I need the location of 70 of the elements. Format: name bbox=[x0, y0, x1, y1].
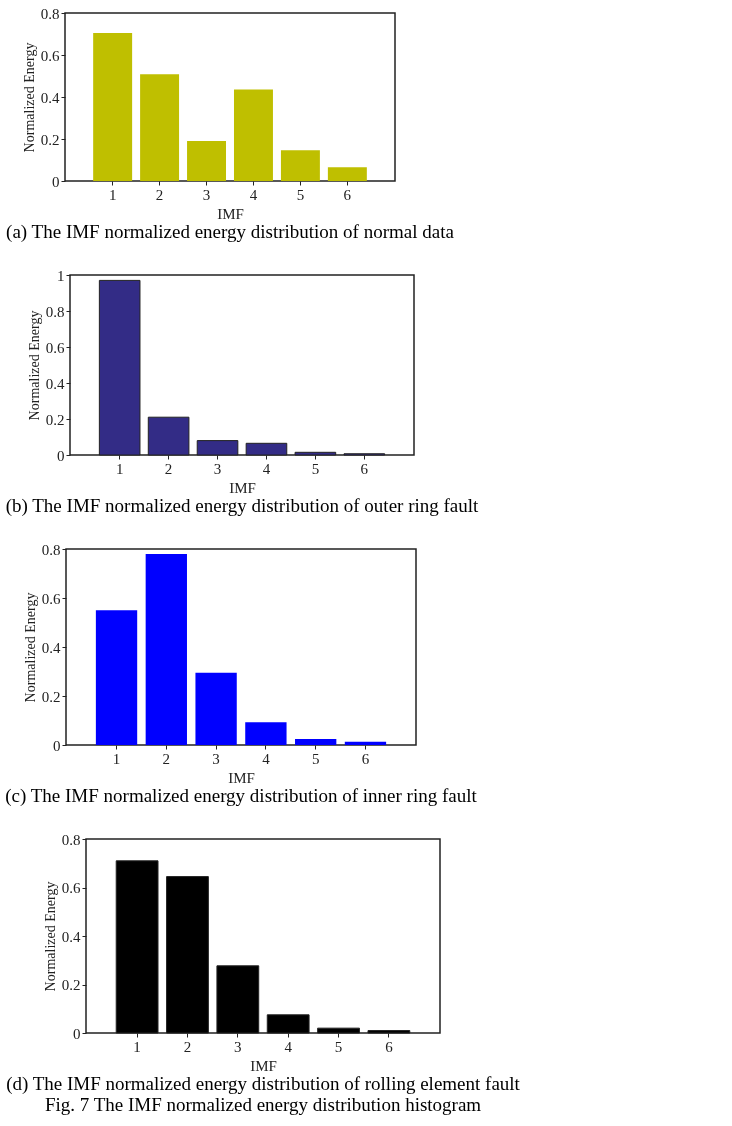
y-axis-title: Normalized Energy bbox=[22, 592, 38, 703]
bar bbox=[187, 141, 227, 181]
text: (b) The IMF normalized energy distribution of outer ring fault bbox=[5, 495, 480, 517]
x-tick-label: 4 bbox=[262, 460, 271, 477]
x-tick-label: 6 bbox=[360, 460, 369, 477]
y-tick-label: 0.8 bbox=[41, 541, 61, 558]
x-tick-label: 4 bbox=[284, 1038, 293, 1055]
x-tick-label: 2 bbox=[183, 1038, 192, 1055]
x-axis-title: IMF bbox=[228, 769, 255, 786]
y-tick-label: 0.6 bbox=[45, 339, 65, 356]
bar bbox=[295, 739, 337, 745]
x-tick-label: 6 bbox=[385, 1038, 394, 1055]
x-tick-label: 3 bbox=[212, 750, 220, 767]
y-tick-label: 0.8 bbox=[61, 831, 81, 848]
x-tick-label: 3 bbox=[234, 1038, 242, 1055]
y-tick-label: 0.4 bbox=[41, 639, 61, 656]
bar bbox=[140, 74, 180, 181]
x-tick-label: 1 bbox=[115, 460, 124, 477]
y-tick-label: 1 bbox=[57, 267, 65, 284]
x-tick-label: 5 bbox=[334, 1038, 343, 1055]
x-tick-label: 1 bbox=[112, 750, 121, 767]
x-tick-label: 2 bbox=[162, 750, 171, 767]
y-tick-label: 0.2 bbox=[41, 688, 61, 705]
y-tick-label: 0.2 bbox=[61, 977, 81, 993]
bar bbox=[145, 553, 187, 745]
y-tick-label: 0.8 bbox=[45, 303, 65, 320]
x-tick-label: 1 bbox=[133, 1038, 141, 1055]
x-tick-label: 6 bbox=[361, 750, 370, 767]
y-tick-label: 0.6 bbox=[61, 880, 81, 896]
x-tick-label: 5 bbox=[311, 460, 320, 477]
bar bbox=[344, 741, 387, 745]
y-tick-label: 0.2 bbox=[40, 131, 60, 148]
bar bbox=[327, 167, 367, 181]
x-axis-title: IMF bbox=[250, 1057, 277, 1074]
bar bbox=[95, 610, 138, 745]
x-tick-label: 3 bbox=[202, 186, 211, 203]
x-tick-label: 2 bbox=[155, 186, 164, 203]
bar bbox=[245, 722, 287, 745]
y-tick-label: 0 bbox=[73, 1025, 81, 1042]
y-tick-label: 0.4 bbox=[61, 928, 81, 945]
x-tick-label: 3 bbox=[213, 460, 222, 477]
bar bbox=[280, 150, 320, 181]
caption: Fig. 7 The IMF normalized energy distribution histogram bbox=[44, 1094, 482, 1115]
y-axis-title: Normalized Energy bbox=[26, 310, 42, 421]
bar bbox=[195, 672, 237, 745]
x-tick-label: 5 bbox=[311, 750, 320, 767]
x-axis-title: IMF bbox=[229, 479, 256, 496]
y-tick-label: 0 bbox=[52, 173, 60, 190]
x-tick-label: 6 bbox=[343, 186, 352, 203]
y-tick-label: 0.4 bbox=[40, 89, 60, 106]
text: (d) The IMF normalized energy distribution of rolling element fault bbox=[6, 1073, 521, 1095]
y-tick-label: 0.6 bbox=[40, 47, 60, 64]
y-tick-label: 0 bbox=[53, 737, 61, 754]
bar bbox=[233, 89, 273, 181]
y-tick-label: 0 bbox=[57, 447, 65, 464]
text: (a) The IMF normalized energy distribution of normal data bbox=[6, 221, 455, 243]
bar bbox=[93, 32, 133, 181]
y-axis-title: Normalized Energy bbox=[42, 881, 58, 992]
text: (c) The IMF normalized energy distribution of inner ring fault bbox=[5, 785, 478, 807]
x-tick-label: 5 bbox=[296, 186, 305, 203]
y-axis-title: Normalized Energy bbox=[21, 42, 37, 153]
y-tick-label: 0.8 bbox=[40, 5, 60, 22]
x-tick-label: 4 bbox=[262, 750, 271, 767]
y-tick-label: 0.4 bbox=[45, 375, 65, 392]
y-tick-label: 0.6 bbox=[41, 590, 61, 607]
x-tick-label: 1 bbox=[108, 186, 117, 203]
x-tick-label: 2 bbox=[164, 460, 173, 477]
x-tick-label: 4 bbox=[249, 186, 258, 203]
x-axis-title: IMF bbox=[217, 205, 244, 222]
y-tick-label: 0.2 bbox=[45, 411, 65, 428]
